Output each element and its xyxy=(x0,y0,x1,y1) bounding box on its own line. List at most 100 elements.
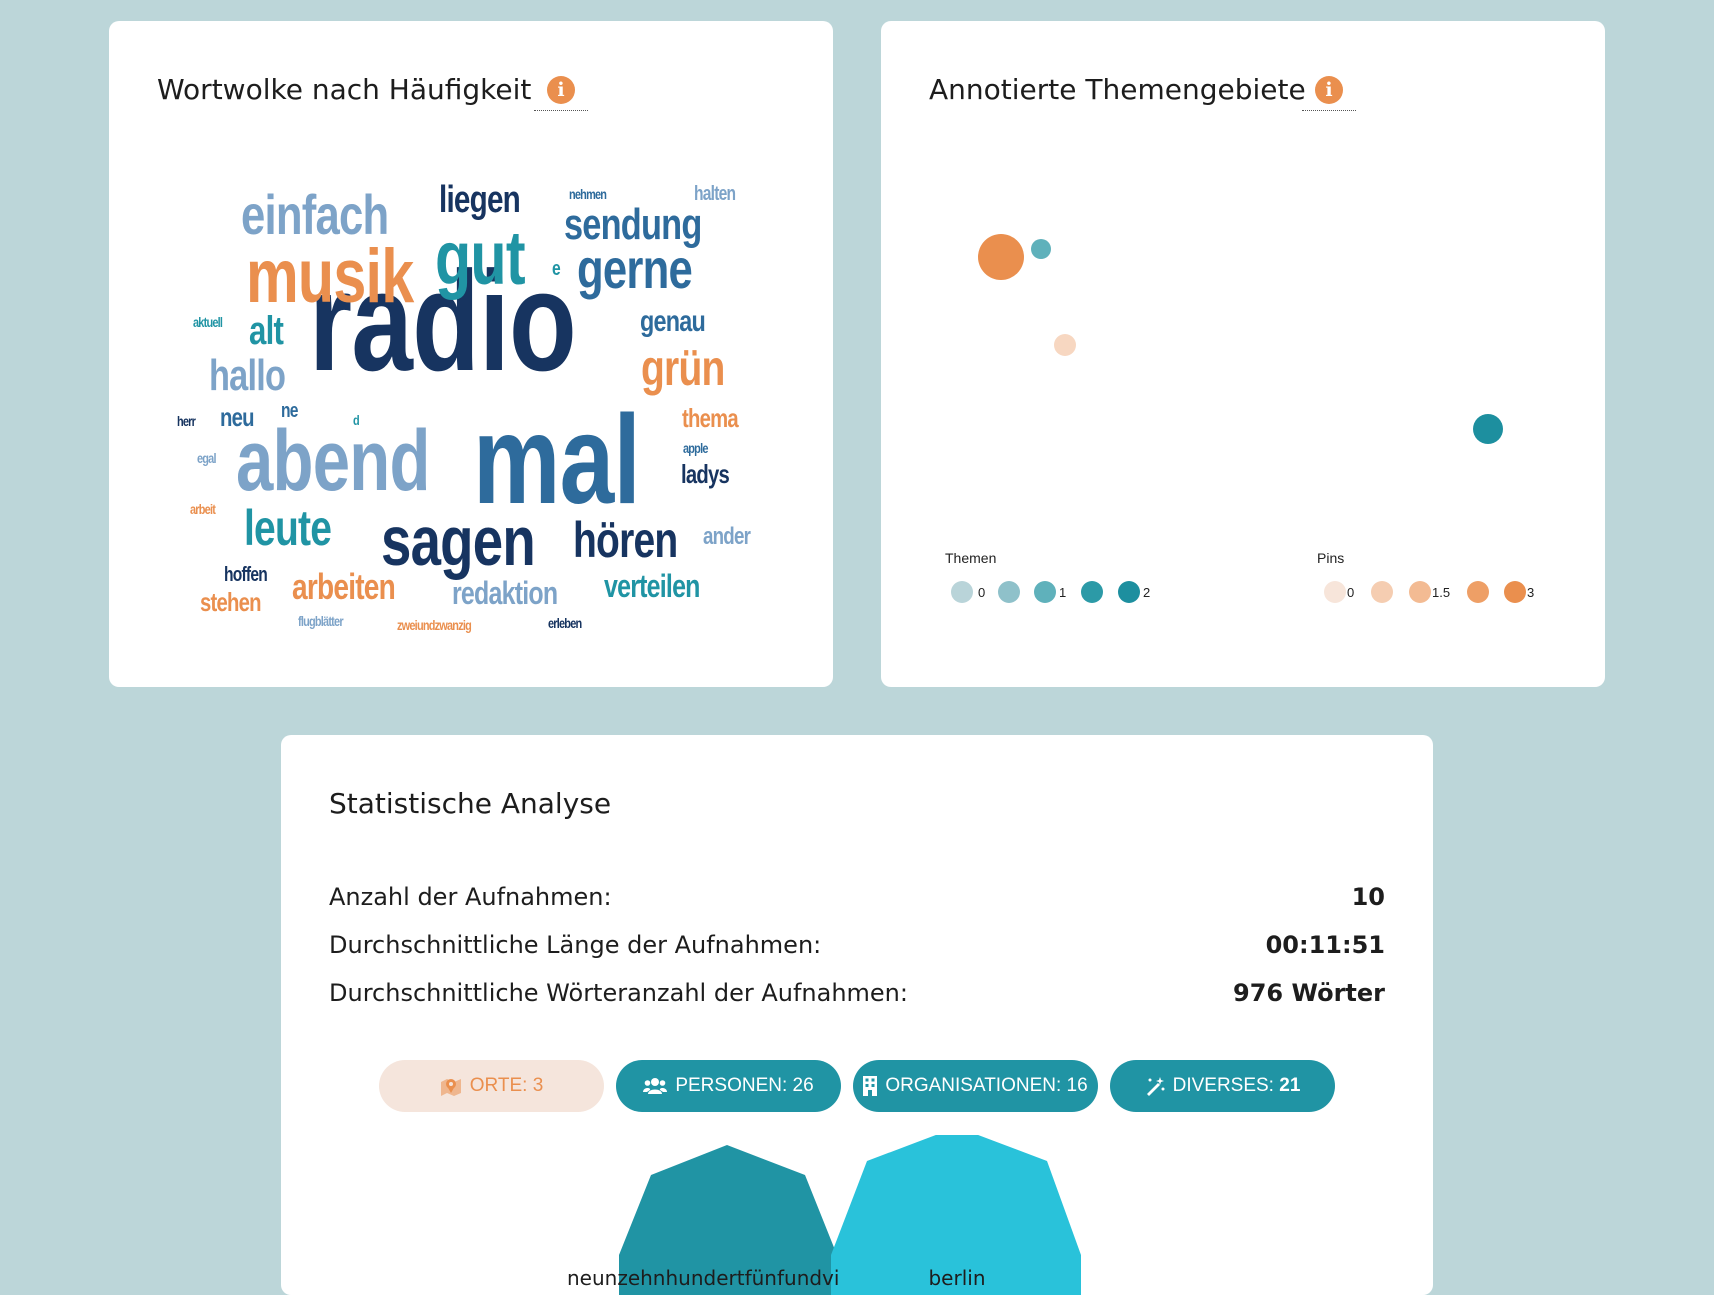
cloud-word: herr xyxy=(177,413,196,429)
legend-pins-swatch xyxy=(1504,581,1526,603)
stats-card: Statistische Analyse Anzahl der Aufnahme… xyxy=(281,735,1433,1295)
building-icon xyxy=(863,1076,878,1096)
cloud-word: redaktion xyxy=(452,575,558,611)
entity-bubble-label: berlin xyxy=(928,1266,985,1290)
entity-bubble[interactable] xyxy=(619,1145,837,1295)
cloud-word: mal xyxy=(473,389,641,530)
users-icon xyxy=(643,1078,668,1094)
cloud-word: gut xyxy=(435,216,526,301)
cloud-word: hallo xyxy=(209,351,286,400)
tab-orte-count: 3 xyxy=(532,1075,544,1096)
themes-card: Annotierte Themengebiete i Themen 0 1 2 Pins… xyxy=(881,21,1605,687)
pins-bubble[interactable] xyxy=(1054,334,1076,356)
legend-pins-title: Pins xyxy=(1317,550,1344,566)
entity-bubble[interactable] xyxy=(831,1135,1081,1295)
cloud-word: arbeit xyxy=(190,501,216,517)
cloud-word: abend xyxy=(236,413,430,509)
wordcloud-info-button[interactable]: i xyxy=(534,76,588,111)
cloud-word: aktuell xyxy=(193,314,223,330)
cloud-word: hören xyxy=(573,512,678,568)
cloud-word: verteilen xyxy=(604,568,700,604)
themes-title: Annotierte Themengebiete xyxy=(929,73,1306,106)
tab-orte-label: ORTE: xyxy=(469,1075,528,1096)
tab-personen[interactable]: PERSONEN: 26 xyxy=(616,1060,841,1112)
stat-value: 10 xyxy=(1351,883,1385,911)
tab-organisationen-label: ORGANISATIONEN: xyxy=(885,1075,1062,1096)
cloud-word: liegen xyxy=(439,179,521,221)
stats-title: Statistische Analyse xyxy=(329,787,612,820)
cloud-word: alt xyxy=(249,309,284,353)
cloud-word: ander xyxy=(703,523,751,550)
cloud-word: leute xyxy=(244,500,332,556)
stat-label: Durchschnittliche Länge der Aufnahmen: xyxy=(329,931,822,959)
cloud-word: halten xyxy=(694,183,736,205)
stat-row-avg-length: Durchschnittliche Länge der Aufnahmen: 0… xyxy=(329,931,1385,971)
legend-themen-swatch xyxy=(1034,581,1056,603)
pins-bubble[interactable] xyxy=(978,234,1024,280)
cloud-word: einfach xyxy=(241,183,389,246)
wordcloud-card: Wortwolke nach Häufigkeit i radio mal aben… xyxy=(109,21,833,687)
legend-themen-swatch xyxy=(1118,581,1140,603)
legend-themen-tick: 2 xyxy=(1143,585,1150,600)
cloud-word: stehen xyxy=(200,587,261,617)
stat-label: Anzahl der Aufnahmen: xyxy=(329,883,612,911)
cloud-word: ne xyxy=(281,400,298,422)
stat-value: 00:11:51 xyxy=(1265,931,1385,959)
cloud-word: ladys xyxy=(681,459,730,489)
stat-row-avg-words: Durchschnittliche Wörteranzahl der Aufna… xyxy=(329,979,1385,1019)
legend-pins-swatch xyxy=(1324,581,1346,603)
cloud-word: apple xyxy=(683,440,708,456)
cloud-word: nehmen xyxy=(569,186,607,202)
word-cloud: radio mal abend musik gut sagen einfach gerne le… xyxy=(109,21,833,687)
cloud-word: gerne xyxy=(577,237,693,300)
wordcloud-title: Wortwolke nach Häufigkeit xyxy=(157,73,532,106)
tab-orte[interactable]: ORTE: 3 xyxy=(379,1060,604,1112)
cloud-word: zweiundzwanzig xyxy=(397,617,472,633)
cloud-word: neu xyxy=(220,402,255,432)
cloud-word: d xyxy=(353,412,360,428)
tab-organisationen-count: 16 xyxy=(1066,1075,1088,1096)
tab-personen-count: 26 xyxy=(792,1075,814,1096)
themen-bubble[interactable] xyxy=(1473,414,1503,444)
tab-diverses-count: 21 xyxy=(1279,1075,1301,1096)
cloud-word: erleben xyxy=(548,615,582,631)
legend-themen-tick: 1 xyxy=(1059,585,1066,600)
magic-wand-icon xyxy=(1146,1077,1165,1096)
legend-pins-swatch xyxy=(1467,581,1489,603)
legend-pins-tick: 1.5 xyxy=(1432,585,1450,600)
stat-label: Durchschnittliche Wörteranzahl der Aufna… xyxy=(329,979,908,1007)
themen-bubble[interactable] xyxy=(1031,239,1051,259)
cloud-word: radio xyxy=(309,242,577,401)
cloud-word: thema xyxy=(682,403,739,433)
cloud-word: arbeiten xyxy=(292,566,396,607)
themes-info-button[interactable]: i xyxy=(1302,76,1356,111)
stat-row-recordings: Anzahl der Aufnahmen: 10 xyxy=(329,883,1385,923)
cloud-word: flugblätter xyxy=(298,613,344,629)
cloud-word: musik xyxy=(246,234,414,319)
tab-organisationen[interactable]: ORGANISATIONEN: 16 xyxy=(853,1060,1098,1112)
cloud-word: sendung xyxy=(564,200,702,249)
tab-personen-label: PERSONEN: xyxy=(675,1075,788,1096)
legend-pins-tick: 0 xyxy=(1347,585,1354,600)
legend-themen-swatch xyxy=(998,581,1020,603)
cloud-word: egal xyxy=(197,450,217,466)
entity-bubble-label: neunzehnhundertfünfundvi xyxy=(567,1266,839,1290)
tab-diverses[interactable]: DIVERSES: 21 xyxy=(1110,1060,1335,1112)
cloud-word: genau xyxy=(640,305,706,338)
info-icon: i xyxy=(547,76,575,104)
cloud-word: grün xyxy=(641,340,725,396)
themes-bubble-chart: Themen 0 1 2 Pins 0 1.5 3 xyxy=(945,234,1534,603)
stat-value: 976 Wörter xyxy=(1233,979,1385,1007)
info-icon: i xyxy=(1315,76,1343,104)
cloud-word: hoffen xyxy=(224,564,268,586)
legend-pins-swatch xyxy=(1409,581,1431,603)
legend-themen-title: Themen xyxy=(945,550,996,566)
legend-themen-swatch xyxy=(1081,581,1103,603)
cloud-word: e xyxy=(552,258,561,280)
entity-bubble-chart: neunzehnhundertfünfundvi berlin xyxy=(567,1135,1081,1295)
legend-pins-swatch xyxy=(1371,581,1393,603)
legend-themen-swatch xyxy=(951,581,973,603)
map-marker-icon xyxy=(440,1079,461,1096)
tab-diverses-label: DIVERSES: xyxy=(1172,1075,1274,1096)
legend-themen-tick: 0 xyxy=(978,585,985,600)
